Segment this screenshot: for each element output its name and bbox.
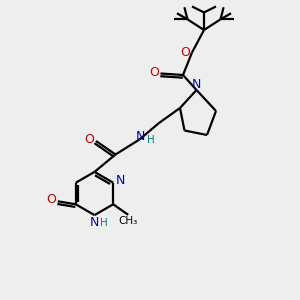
Text: N: N (135, 130, 145, 143)
Text: O: O (85, 133, 94, 146)
Text: N: N (90, 216, 99, 229)
Text: N: N (116, 174, 125, 187)
Text: N: N (192, 78, 201, 91)
Text: O: O (149, 65, 159, 79)
Text: H: H (100, 218, 108, 228)
Text: O: O (181, 46, 190, 59)
Text: CH₃: CH₃ (118, 216, 138, 226)
Text: H: H (147, 135, 155, 145)
Text: O: O (46, 193, 56, 206)
